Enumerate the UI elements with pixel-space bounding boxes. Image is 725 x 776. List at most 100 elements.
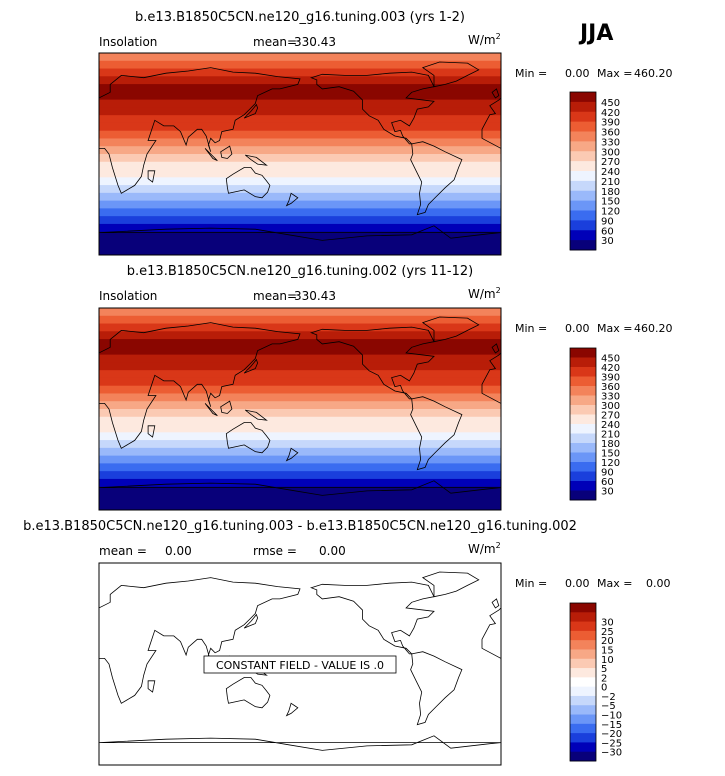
colorbar-tick-label: 60 bbox=[601, 226, 614, 237]
max-label: Max = bbox=[597, 322, 632, 335]
contour-band bbox=[99, 130, 501, 140]
colorbar-tick-label: −30 bbox=[601, 748, 622, 759]
colorbar-tick-label: 210 bbox=[601, 177, 620, 188]
contour-band bbox=[99, 401, 501, 410]
colorbar-tick-label: 330 bbox=[601, 392, 620, 403]
contour-band bbox=[99, 471, 501, 480]
colorbar-tick-label: 5 bbox=[601, 664, 607, 675]
contour-band bbox=[99, 99, 501, 108]
colorbar-tick-label: 330 bbox=[601, 137, 620, 148]
contour-band bbox=[99, 200, 501, 209]
colorbar-tick-label: 300 bbox=[601, 401, 620, 412]
variable-label: Insolation bbox=[99, 35, 157, 49]
colorbar-swatch bbox=[570, 612, 596, 622]
variable-label: Insolation bbox=[99, 289, 157, 303]
colorbar-tick-label: 210 bbox=[601, 430, 620, 441]
colorbar-tick-label: 120 bbox=[601, 207, 620, 218]
units-exponent: 2 bbox=[496, 541, 501, 550]
colorbar-tick-label: 180 bbox=[601, 187, 620, 198]
colorbar-tick-label: 240 bbox=[601, 167, 620, 178]
contour-band bbox=[99, 76, 501, 85]
coastline bbox=[99, 480, 501, 496]
contour-band bbox=[99, 68, 501, 77]
contour-band bbox=[99, 185, 501, 194]
colorbar-swatch bbox=[570, 348, 596, 358]
colorbar-swatch bbox=[570, 367, 596, 377]
colorbar-tick-label: 120 bbox=[601, 458, 620, 469]
colorbar-swatch bbox=[570, 200, 596, 211]
colorbar-tick-label: 2 bbox=[601, 673, 607, 684]
coastline bbox=[491, 343, 500, 354]
contour-band bbox=[99, 91, 501, 101]
coastline bbox=[481, 97, 501, 149]
coastline bbox=[285, 702, 299, 717]
colorbar-swatch bbox=[570, 433, 596, 444]
contour-band bbox=[99, 385, 501, 395]
coastline bbox=[491, 88, 500, 99]
coastline bbox=[491, 598, 500, 609]
colorbar-swatch bbox=[570, 714, 596, 725]
coastline bbox=[204, 148, 218, 162]
units-base: W/m bbox=[468, 33, 496, 47]
coastline bbox=[309, 581, 435, 655]
units-base: W/m bbox=[468, 542, 496, 556]
colorbar-swatch bbox=[570, 481, 596, 491]
map-frame bbox=[98, 562, 502, 766]
colorbar-swatch bbox=[570, 723, 596, 734]
panel-title: b.e13.B1850C5CN.ne120_g16.tuning.003 - b… bbox=[23, 519, 577, 534]
colorbar-swatch bbox=[570, 742, 596, 753]
colorbar-swatch bbox=[570, 376, 596, 387]
coastline bbox=[410, 396, 463, 471]
contour-band bbox=[99, 308, 501, 317]
colorbar-swatch bbox=[570, 386, 596, 396]
colorbar-tick-label: 10 bbox=[601, 655, 614, 666]
min-value: 0.00 bbox=[565, 577, 590, 590]
coastline bbox=[421, 61, 480, 88]
contour-band bbox=[99, 323, 501, 332]
colorbar-swatch bbox=[570, 220, 596, 231]
colorbar-tick-label: 20 bbox=[601, 636, 614, 647]
colorbar-tick-label: 420 bbox=[601, 108, 620, 119]
colorbar-tick-label: −5 bbox=[601, 701, 616, 712]
contour-band bbox=[99, 53, 501, 62]
contour-band bbox=[99, 424, 501, 433]
coastline bbox=[243, 358, 259, 374]
mean-label: mean= bbox=[253, 289, 297, 303]
colorbar-tick-label: 150 bbox=[601, 197, 620, 208]
contour-band bbox=[99, 362, 501, 371]
coastline bbox=[99, 577, 301, 704]
units-label: W/m2 bbox=[468, 32, 501, 47]
coastline bbox=[99, 67, 301, 194]
coastline bbox=[245, 409, 268, 421]
coastline bbox=[285, 447, 299, 462]
contour-band bbox=[99, 216, 501, 225]
colorbar-swatch bbox=[570, 649, 596, 660]
mean-label: mean= bbox=[253, 35, 297, 49]
units-base: W/m bbox=[468, 287, 496, 301]
contour-band bbox=[99, 60, 501, 70]
rmse-value: 0.00 bbox=[319, 544, 346, 558]
coastline bbox=[204, 403, 218, 417]
colorbar-swatch bbox=[570, 230, 596, 241]
panel-top: b.e13.B1850C5CN.ne120_g16.tuning.003 (yr… bbox=[98, 10, 673, 256]
colorbar-swatch bbox=[570, 733, 596, 743]
season-label-visible: JJA bbox=[578, 21, 613, 46]
colorbar-swatch bbox=[570, 452, 596, 463]
colorbar-swatch bbox=[570, 240, 596, 251]
contour-band bbox=[99, 331, 501, 340]
max-value: 460.20 bbox=[634, 322, 673, 335]
coastline bbox=[99, 735, 501, 751]
colorbar-tick-label: 90 bbox=[601, 468, 614, 479]
colorbar-tick-label: 15 bbox=[601, 645, 614, 656]
coastline bbox=[309, 71, 435, 145]
contour-band bbox=[99, 231, 501, 241]
contour-band bbox=[99, 447, 501, 457]
colorbar-swatch bbox=[570, 161, 596, 172]
colorbar-tick-label: 360 bbox=[601, 128, 620, 139]
coastline bbox=[243, 613, 259, 629]
coastline bbox=[243, 103, 259, 119]
contour-band bbox=[99, 107, 501, 116]
colorbar-swatch bbox=[570, 640, 596, 650]
colorbar-tick-label: 270 bbox=[601, 157, 620, 168]
min-value: 0.00 bbox=[565, 322, 590, 335]
